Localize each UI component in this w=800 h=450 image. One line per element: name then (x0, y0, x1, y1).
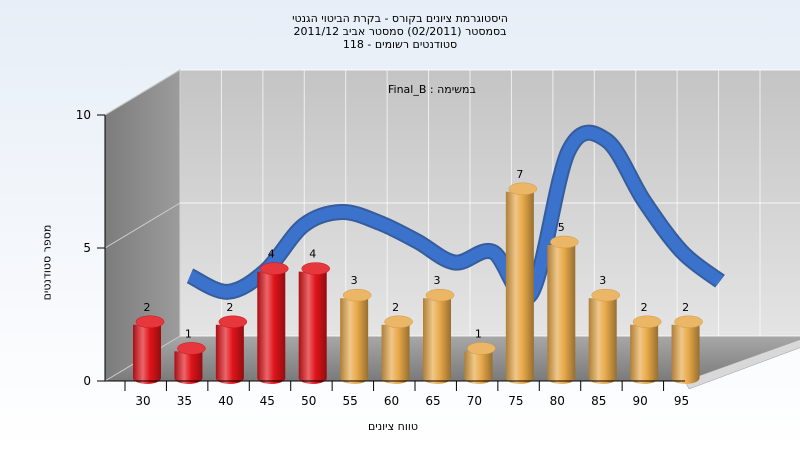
x-tick-label: 30 (135, 394, 150, 408)
bar-40: 2 (215, 301, 248, 384)
bar-60: 2 (381, 301, 413, 384)
floor-edge (684, 339, 800, 390)
bar-top (135, 315, 165, 329)
bar-value-label: 4 (309, 248, 316, 261)
bar-top (674, 315, 703, 329)
y-axis-title: מספר סטודנטים (40, 224, 54, 301)
bar-value-label: 2 (682, 301, 689, 314)
bar-body (381, 324, 410, 384)
bar-value-label: 3 (434, 274, 441, 287)
bar-body (588, 298, 617, 384)
bar-top (508, 182, 538, 196)
x-tick-label: 40 (218, 394, 233, 408)
y-tick-label: 0 (83, 374, 91, 388)
bar-75: 7 (505, 168, 538, 384)
x-tick-label: 70 (467, 394, 482, 408)
bar-55: 3 (340, 274, 372, 384)
bar-top (591, 288, 620, 302)
grid-line-left-wall (104, 202, 181, 249)
x-tick-label: 85 (591, 394, 606, 408)
x-tick-label: 95 (674, 394, 689, 408)
bar-top (260, 262, 289, 275)
bar-top (301, 262, 330, 275)
bar-body (423, 298, 451, 384)
bar-80: 5 (547, 221, 579, 384)
bar-top (218, 315, 248, 329)
x-tick-label: 50 (301, 394, 316, 408)
bar-body (215, 324, 244, 384)
bar-95: 2 (671, 301, 703, 384)
y-tick-label: 10 (76, 108, 91, 122)
x-tick-label: 75 (508, 394, 523, 408)
bar-top (384, 315, 413, 329)
x-tick-label: 65 (425, 394, 440, 408)
chart-title-line-1: היסטוגרמת ציונים בקורס - בקרת הביטוי הגנ… (292, 12, 508, 25)
bar-top (425, 288, 455, 302)
bar-value-label: 3 (599, 274, 606, 287)
bar-90: 2 (630, 301, 662, 384)
bar-body (671, 324, 700, 384)
bar-value-label: 2 (641, 301, 648, 314)
bar-top (467, 342, 496, 355)
bar-value-label: 2 (144, 301, 151, 314)
trend-curve (187, 126, 724, 304)
bar-85: 3 (588, 274, 620, 384)
bar-70: 1 (464, 327, 496, 384)
x-tick-label: 60 (384, 394, 399, 408)
bar-value-label: 4 (268, 248, 275, 261)
bar-top (177, 342, 206, 355)
bar-top (550, 235, 579, 249)
bar-top (342, 288, 372, 302)
bar-30: 2 (133, 301, 165, 384)
bar-value-label: 7 (516, 168, 523, 181)
bar-top (632, 315, 662, 329)
bar-value-label: 2 (226, 301, 233, 314)
bar-value-label: 2 (392, 301, 399, 314)
bar-value-label: 5 (558, 221, 565, 234)
bar-value-label: 3 (351, 274, 358, 287)
bar-body (547, 245, 576, 384)
x-tick-label: 45 (260, 394, 275, 408)
bar-45: 4 (257, 248, 289, 384)
bar-body (630, 324, 659, 384)
bar-value-label: 1 (475, 327, 482, 340)
bar-body (174, 351, 203, 384)
bar-65: 3 (423, 274, 455, 384)
bar-value-label: 1 (185, 327, 192, 340)
x-tick-label: 35 (177, 394, 192, 408)
x-tick-label: 90 (633, 394, 648, 408)
chart-title-line-3: סטודנטים רשומים - 118 (342, 38, 458, 51)
y-tick-label: 5 (83, 241, 91, 255)
bar-35: 1 (174, 327, 206, 384)
x-axis-title: טווח ציונים (368, 420, 418, 433)
bar-body (505, 191, 534, 384)
bar-body (133, 324, 161, 384)
bar-body (298, 271, 327, 384)
grid-line-left-wall (104, 69, 181, 116)
bar-body (464, 351, 493, 384)
chart-title-line-2: בסמסטר (02/2011) סמסטר אביב 2011/12 (293, 25, 507, 38)
bar-50: 4 (298, 248, 330, 384)
bar-body (340, 298, 369, 384)
chart-subtitle: במשימה : Final_B (388, 83, 476, 96)
bar-body (257, 271, 286, 384)
x-tick-label: 80 (550, 394, 565, 408)
x-tick-label: 55 (343, 394, 358, 408)
